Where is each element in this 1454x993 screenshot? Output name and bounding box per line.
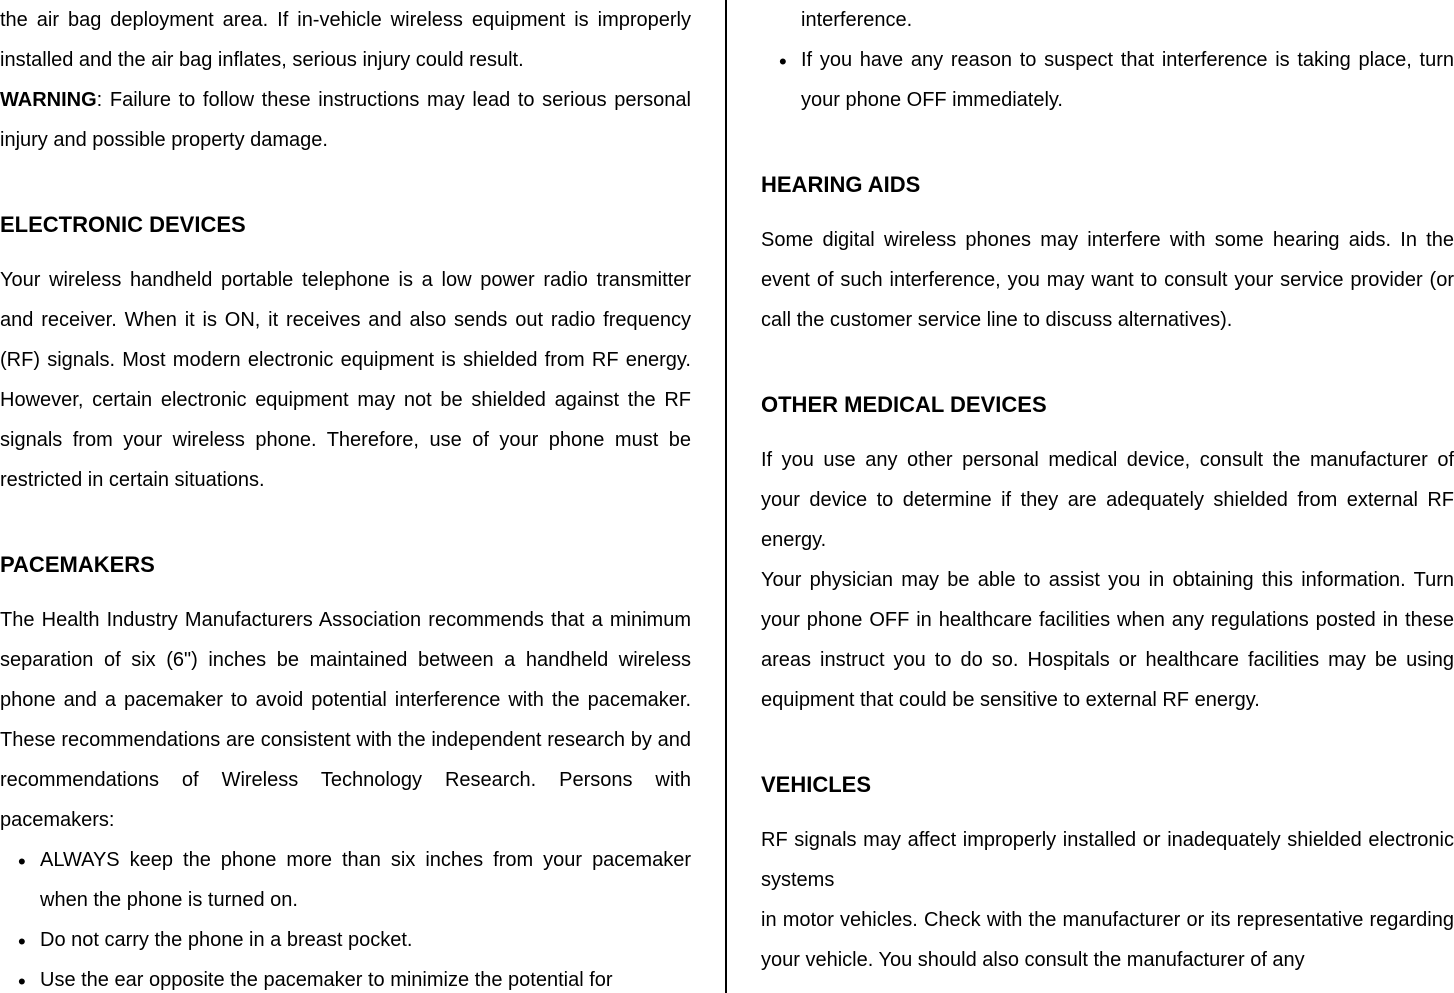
electronic-devices-body: Your wireless handheld portable telephon… [0, 260, 691, 500]
continuation-text: interference. [761, 0, 1454, 40]
document-page: the air bag deployment area. If in-vehic… [0, 0, 1454, 993]
intro-paragraph: the air bag deployment area. If in-vehic… [0, 0, 691, 80]
list-item: Use the ear opposite the pacemaker to mi… [18, 960, 691, 993]
warning-paragraph: WARNING: Failure to follow these instruc… [0, 80, 691, 160]
other-medical-body-1: If you use any other personal medical de… [761, 440, 1454, 560]
heading-vehicles: VEHICLES [761, 772, 1454, 798]
heading-other-medical-devices: OTHER MEDICAL DEVICES [761, 392, 1454, 418]
heading-hearing-aids: HEARING AIDS [761, 172, 1454, 198]
continuation-bullet-list: If you have any reason to suspect that i… [761, 40, 1454, 120]
warning-text: : Failure to follow these instructions m… [0, 89, 691, 151]
list-item: If you have any reason to suspect that i… [779, 40, 1454, 120]
hearing-aids-body: Some digital wireless phones may interfe… [761, 220, 1454, 340]
list-item: Do not carry the phone in a breast pocke… [18, 920, 691, 960]
heading-electronic-devices: ELECTRONIC DEVICES [0, 212, 691, 238]
right-column: interference. If you have any reason to … [727, 0, 1454, 993]
pacemakers-body: The Health Industry Manufacturers Associ… [0, 600, 691, 840]
vehicles-body-2: in motor vehicles. Check with the manufa… [761, 900, 1454, 980]
vehicles-body-1: RF signals may affect improperly install… [761, 820, 1454, 900]
heading-pacemakers: PACEMAKERS [0, 552, 691, 578]
other-medical-body-2: Your physician may be able to assist you… [761, 560, 1454, 720]
list-item: ALWAYS keep the phone more than six inch… [18, 840, 691, 920]
left-column: the air bag deployment area. If in-vehic… [0, 0, 727, 993]
pacemakers-bullet-list: ALWAYS keep the phone more than six inch… [0, 840, 691, 993]
warning-label: WARNING [0, 89, 97, 111]
